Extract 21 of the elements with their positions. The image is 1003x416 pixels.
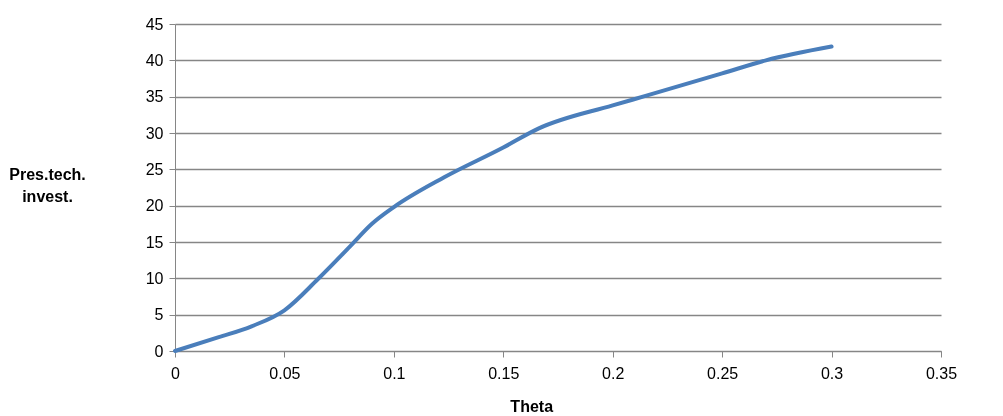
y-tick-label: 0 — [154, 342, 164, 360]
x-tick-label: 0.3 — [820, 364, 844, 382]
x-tick-label: 0.35 — [925, 364, 958, 382]
y-tick-label: 15 — [145, 233, 164, 251]
y-tick-label: 30 — [145, 124, 164, 142]
x-tick-label: 0.1 — [383, 364, 406, 382]
y-tick-label: 25 — [145, 160, 164, 178]
y-tick-label: 20 — [145, 197, 164, 215]
y-tick-label: 40 — [145, 51, 164, 69]
x-tick-label: 0.25 — [707, 364, 739, 382]
x-tick-label: 0.2 — [602, 364, 625, 382]
line-series — [173, 44, 834, 353]
y-axis-title: Pres.tech. invest. — [9, 165, 86, 205]
y-tick-label: 5 — [154, 306, 164, 324]
x-tick-label: 0.05 — [269, 364, 301, 382]
y-tick-label: 35 — [145, 88, 164, 106]
x-tick-label: 0.15 — [488, 364, 520, 382]
x-tick-label: 0 — [171, 364, 181, 382]
y-tick-label: 45 — [145, 15, 164, 33]
y-tick-label: 10 — [145, 269, 164, 287]
x-axis-title: Theta — [510, 397, 554, 415]
